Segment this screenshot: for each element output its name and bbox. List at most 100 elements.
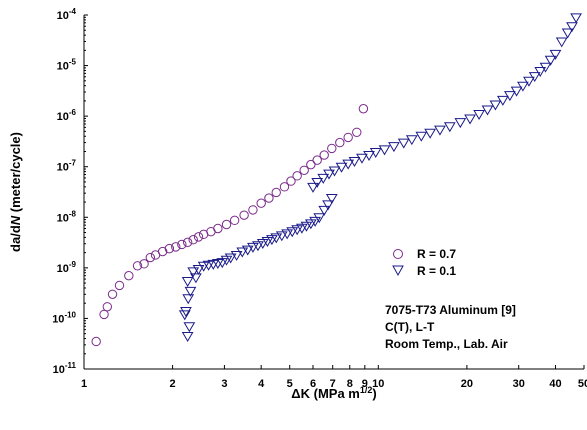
data-point-triangle	[180, 307, 192, 318]
data-point-triangle	[178, 310, 191, 321]
data-point-circle	[193, 232, 204, 242]
x-tick-label: 40	[549, 378, 561, 390]
annotation-material: 7075-T73 Aluminum [9]	[385, 303, 516, 317]
data-point-triangle	[307, 182, 319, 193]
data-point-circle	[264, 193, 274, 203]
legend-circle-icon	[393, 249, 403, 259]
data-point-triangle	[270, 233, 283, 244]
data-point-circle	[102, 302, 113, 312]
data-point-triangle	[281, 229, 293, 240]
data-point-triangle	[561, 28, 574, 39]
plot-area: 10-11 10-10 10-9 10-8 10-7 10-6 10-5 10-4 1 2 3 4 5…	[52, 7, 587, 390]
data-point-triangle	[424, 128, 436, 139]
y-tick-label: 10-11	[53, 361, 77, 376]
data-point-circle	[319, 150, 329, 160]
x-tick-label: 7	[330, 378, 336, 390]
data-point-triangle	[224, 253, 237, 264]
data-point-triangle	[247, 242, 259, 253]
annotation-block: 7075-T73 Aluminum [9] C(T), L-T Room Tem…	[385, 303, 516, 351]
data-point-triangle	[236, 247, 249, 258]
data-point-triangle	[317, 173, 330, 184]
data-point-triangle	[356, 153, 368, 164]
data-point-triangle	[566, 22, 578, 33]
data-point-triangle	[523, 76, 535, 87]
data-point-triangle	[348, 156, 361, 167]
x-tick-label: 10	[372, 378, 384, 390]
data-point-triangle	[510, 86, 523, 97]
series-r07	[91, 104, 369, 347]
data-point-triangle	[187, 267, 200, 278]
series-layer	[91, 13, 582, 347]
data-point-triangle	[555, 37, 568, 48]
data-point-triangle	[405, 135, 418, 146]
data-point-circle	[124, 270, 134, 281]
data-point-triangle	[378, 145, 391, 156]
data-point-circle	[248, 205, 258, 215]
x-tick-label: 8	[347, 378, 353, 390]
data-point-circle	[358, 104, 369, 114]
data-point-circle	[107, 289, 118, 299]
annotation-environment: Room Temp., Lab. Air	[385, 337, 508, 351]
x-tick-label: 2	[170, 378, 176, 390]
x-tick-label: 6	[310, 378, 316, 390]
data-point-circle	[299, 165, 309, 175]
data-point-circle	[292, 171, 302, 181]
data-point-triangle	[266, 235, 278, 246]
x-tick-label: 3	[221, 378, 227, 390]
data-point-triangle	[544, 55, 557, 66]
series-r01	[178, 13, 582, 342]
y-axis-ticks: 10-11 10-10 10-9 10-8 10-7 10-6 10-5 10-4	[52, 7, 88, 376]
data-point-triangle	[181, 276, 194, 287]
data-point-triangle	[528, 72, 541, 83]
data-point-triangle	[388, 142, 400, 153]
data-point-circle	[286, 176, 296, 186]
data-point-circle	[157, 246, 168, 257]
data-point-circle	[139, 259, 149, 269]
data-point-triangle	[190, 273, 202, 284]
data-point-triangle	[300, 221, 313, 232]
data-point-triangle	[328, 166, 341, 177]
data-point-circle	[229, 215, 240, 226]
data-point-triangle	[323, 169, 335, 180]
y-tick-label: 10-5	[57, 58, 77, 73]
data-point-triangle	[291, 225, 304, 236]
legend-label-r07: R = 0.7	[417, 247, 456, 261]
x-axis-ticks: 1 2 3 4 5 6 789 10 20 30 40 50	[81, 365, 587, 390]
y-axis-title: da/dN (meter/cycle)	[8, 132, 23, 252]
data-point-triangle	[534, 67, 547, 78]
y-tick-label: 10-8	[57, 209, 77, 224]
x-tick-label: 5	[287, 378, 293, 390]
data-point-triangle	[473, 110, 485, 121]
data-point-triangle	[256, 239, 269, 249]
x-tick-label: 20	[461, 378, 473, 390]
data-point-circle	[177, 239, 187, 250]
data-point-triangle	[464, 114, 476, 125]
legend-label-r01: R = 0.1	[417, 264, 456, 278]
data-point-triangle	[304, 219, 317, 230]
data-point-triangle	[369, 148, 382, 159]
data-point-triangle	[192, 264, 205, 275]
data-point-triangle	[454, 118, 467, 129]
data-point-triangle	[309, 216, 321, 227]
data-point-triangle	[252, 241, 264, 252]
data-point-triangle	[286, 227, 299, 238]
y-tick-label: 10-6	[57, 108, 77, 123]
data-point-circle	[335, 137, 345, 148]
data-point-triangle	[434, 125, 446, 136]
data-point-triangle	[182, 294, 195, 305]
legend: R = 0.7 R = 0.1	[392, 247, 456, 278]
x-axis-title: ΔK (MPa m1/2)	[291, 385, 376, 401]
y-tick-label: 10-9	[57, 260, 77, 275]
data-point-triangle	[342, 159, 355, 170]
data-point-triangle	[539, 62, 552, 73]
data-point-triangle	[275, 231, 288, 242]
legend-triangle-icon	[392, 265, 404, 277]
data-point-circle	[306, 159, 316, 170]
legend-item-r07: R = 0.7	[393, 247, 456, 261]
data-point-circle	[99, 309, 109, 320]
annotation-specimen: C(T), L-T	[385, 320, 435, 334]
data-point-triangle	[230, 250, 243, 261]
data-point-circle	[256, 198, 266, 208]
data-point-triangle	[570, 13, 582, 24]
y-tick-label: 10-7	[57, 159, 77, 174]
